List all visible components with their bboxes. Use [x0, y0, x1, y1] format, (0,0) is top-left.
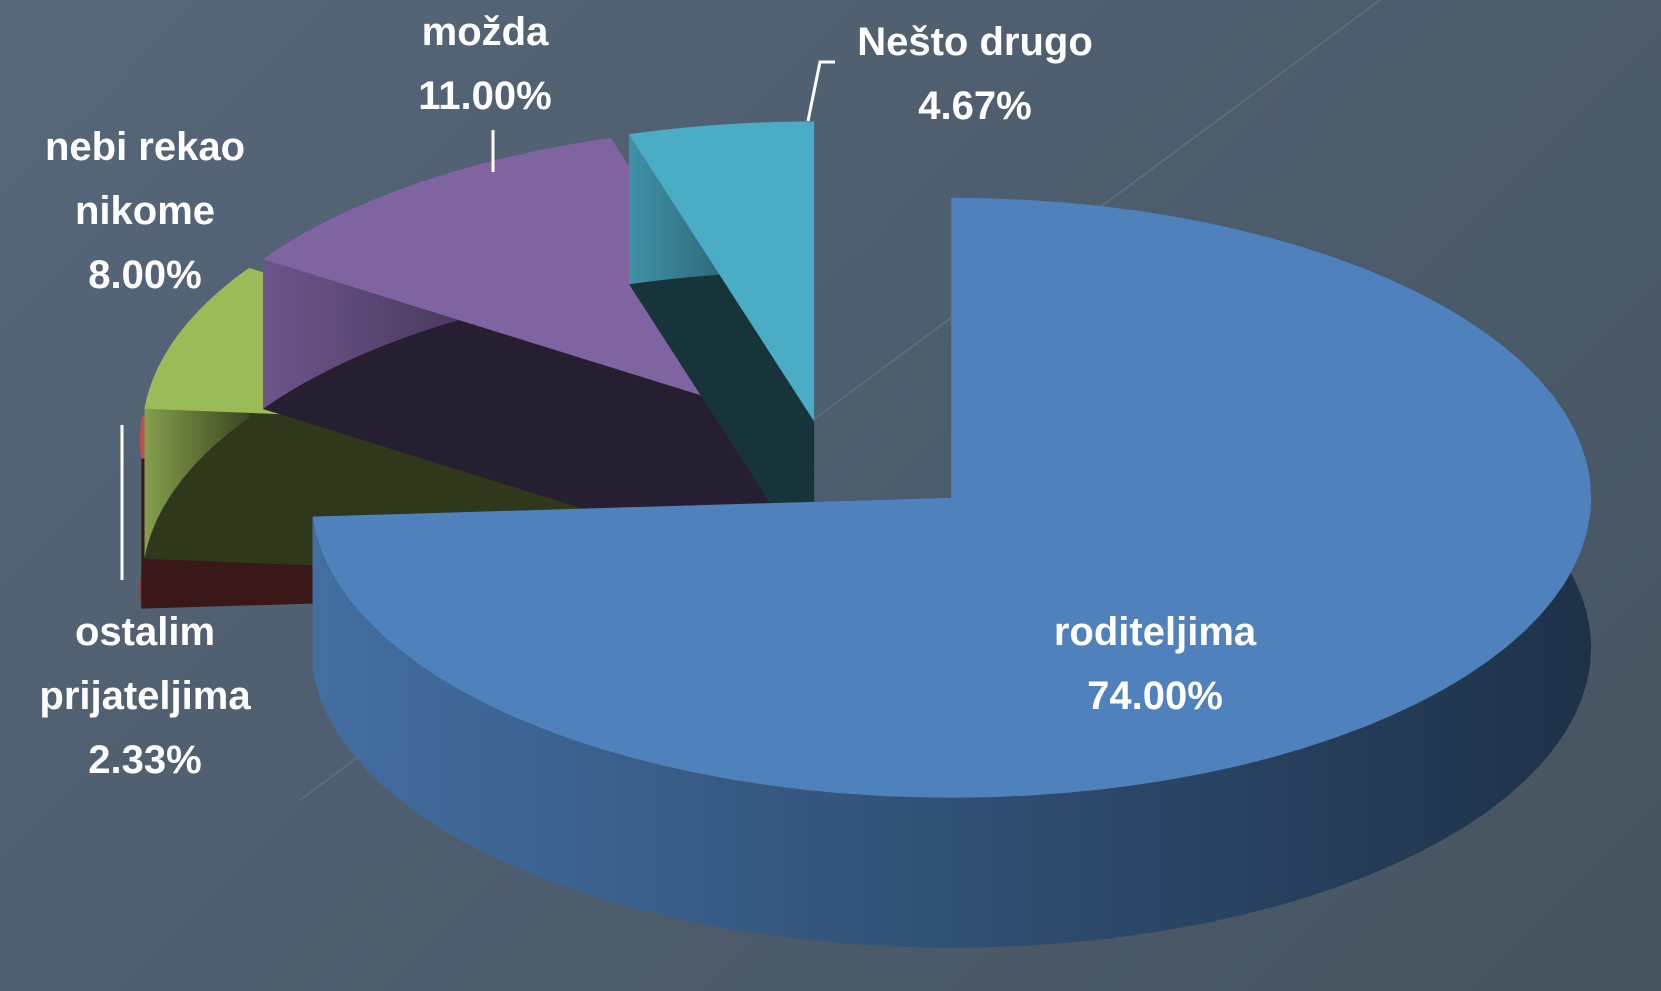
slice	[629, 121, 815, 422]
value-label: 4.67%	[918, 84, 1032, 128]
value-label: 74.00%	[1087, 674, 1223, 718]
value-label: 8.00%	[88, 253, 202, 297]
data-label: nebi rekao nikome 8.00%	[10, 115, 280, 307]
category-label: roditeljima	[1053, 610, 1257, 654]
category-label: nebi rekao nikome	[44, 125, 246, 233]
value-label: 2.33%	[88, 738, 202, 782]
data-label: Nešto drugo 4.67%	[820, 10, 1130, 138]
category-label: Nešto drugo	[857, 20, 1093, 64]
category-label: možda	[421, 10, 549, 54]
data-label: ostalim prijateljima 2.33%	[10, 600, 280, 792]
slice	[263, 137, 797, 425]
data-label: možda 11.00%	[360, 0, 610, 128]
value-label: 11.00%	[418, 74, 552, 118]
slice-side	[140, 414, 143, 609]
slice	[312, 197, 1592, 798]
leader-line	[806, 60, 835, 122]
category-label: ostalim prijateljima	[39, 610, 251, 718]
data-label: roditeljima 74.00%	[1020, 600, 1290, 728]
